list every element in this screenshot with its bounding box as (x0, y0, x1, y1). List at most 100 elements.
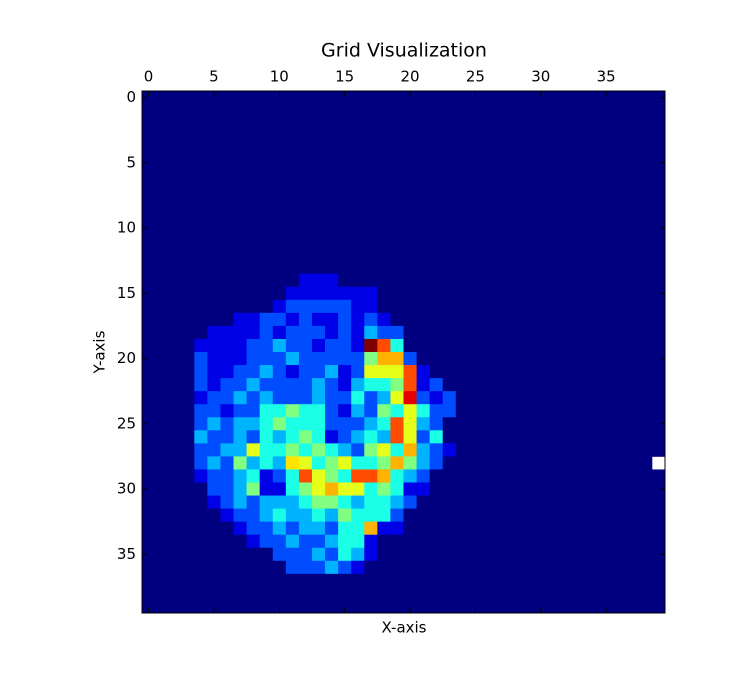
heatmap-cell (560, 208, 574, 222)
heatmap-cell (272, 534, 287, 549)
heatmap-cell (429, 599, 444, 614)
heatmap-cell (390, 417, 404, 431)
heatmap-cell (599, 169, 614, 183)
heatmap-cell (416, 338, 431, 353)
heatmap-cell (285, 221, 300, 235)
heatmap-cell (207, 338, 221, 353)
heatmap-cell (207, 325, 221, 340)
heatmap-cell (521, 195, 535, 209)
heatmap-cell (495, 286, 509, 301)
heatmap-cell (455, 521, 470, 536)
heatmap-cell (285, 91, 300, 105)
heatmap-cell (168, 208, 182, 222)
heatmap-cell (625, 130, 640, 144)
heatmap-cell (338, 352, 352, 366)
heatmap-cell (364, 299, 378, 314)
heatmap-cell (429, 273, 444, 288)
heatmap-cell (285, 521, 300, 536)
heatmap-cell (259, 273, 274, 288)
heatmap-cell (207, 234, 221, 248)
heatmap-cell (390, 469, 404, 483)
heatmap-cell (298, 143, 313, 157)
heatmap-cell (612, 495, 627, 509)
heatmap-cell (547, 273, 561, 288)
heatmap-cell (233, 273, 247, 288)
heatmap-cell (495, 378, 509, 392)
heatmap-cell (338, 169, 352, 183)
heatmap-cell (521, 560, 535, 575)
heatmap-cell (573, 156, 587, 170)
heatmap-cell (390, 456, 404, 470)
heatmap-cell (508, 365, 522, 379)
heatmap-cell (233, 417, 247, 431)
heatmap-cell (338, 365, 352, 379)
heatmap-cell (625, 391, 640, 405)
heatmap-cell (455, 234, 470, 248)
heatmap-cell (560, 130, 574, 144)
heatmap-cell (403, 391, 417, 405)
heatmap-cell (220, 521, 234, 536)
heatmap-cell (547, 208, 561, 222)
heatmap-cell (259, 117, 274, 131)
heatmap-cell (468, 443, 483, 457)
heatmap-cell (521, 247, 535, 262)
heatmap-cell (338, 456, 352, 470)
heatmap-cell (377, 430, 391, 444)
heatmap-cell (168, 391, 182, 405)
heatmap-cell (573, 286, 587, 301)
heatmap-cell (560, 599, 574, 614)
heatmap-cell (586, 521, 601, 536)
heatmap-cell (338, 547, 352, 562)
heatmap-cell (495, 299, 509, 314)
heatmap-cell (495, 352, 509, 366)
heatmap-cell (220, 469, 234, 483)
heatmap-cell (442, 299, 457, 314)
heatmap-cell (521, 495, 535, 509)
heatmap-cell (625, 599, 640, 614)
heatmap-cell (481, 234, 496, 248)
heatmap-cell (194, 547, 208, 562)
heatmap-cell (272, 508, 287, 523)
heatmap-cell (586, 456, 601, 470)
heatmap-cell (351, 234, 365, 248)
heatmap-cell (495, 534, 509, 549)
heatmap-cell (416, 378, 431, 392)
heatmap-cell (560, 430, 574, 444)
heatmap-cell (508, 91, 522, 105)
heatmap-cell (599, 104, 614, 118)
heatmap-cell (181, 299, 195, 314)
heatmap-cell (311, 547, 326, 562)
heatmap-cell (534, 130, 548, 144)
heatmap-cell (142, 547, 156, 562)
heatmap-cell (481, 352, 496, 366)
heatmap-cell (612, 456, 627, 470)
heatmap-cell (181, 443, 195, 457)
heatmap-cell (298, 260, 313, 275)
heatmap-cell (220, 560, 234, 575)
heatmap-cell (325, 325, 339, 340)
heatmap-cell (377, 352, 391, 366)
heatmap-cell (560, 521, 574, 536)
heatmap-cell (246, 273, 261, 288)
heatmap-cell (625, 312, 640, 327)
heatmap-cell (403, 299, 417, 314)
heatmap-cell (142, 508, 156, 523)
heatmap-cell (495, 391, 509, 405)
heatmap-cell (220, 130, 234, 144)
heatmap-cell (468, 391, 483, 405)
heatmap-cell (259, 573, 274, 588)
heatmap-cell (468, 221, 483, 235)
heatmap-cell (599, 417, 614, 431)
heatmap-cell (586, 195, 601, 209)
heatmap-cell (455, 312, 470, 327)
heatmap-cell (638, 195, 653, 209)
heatmap-cell (547, 91, 561, 105)
heatmap-cell (311, 417, 326, 431)
heatmap-cell (194, 325, 208, 340)
heatmap-cell (625, 430, 640, 444)
heatmap-cell (338, 234, 352, 248)
heatmap-cell (259, 430, 274, 444)
heatmap-cell (442, 417, 457, 431)
heatmap-cell (534, 365, 548, 379)
heatmap-cell (351, 299, 365, 314)
